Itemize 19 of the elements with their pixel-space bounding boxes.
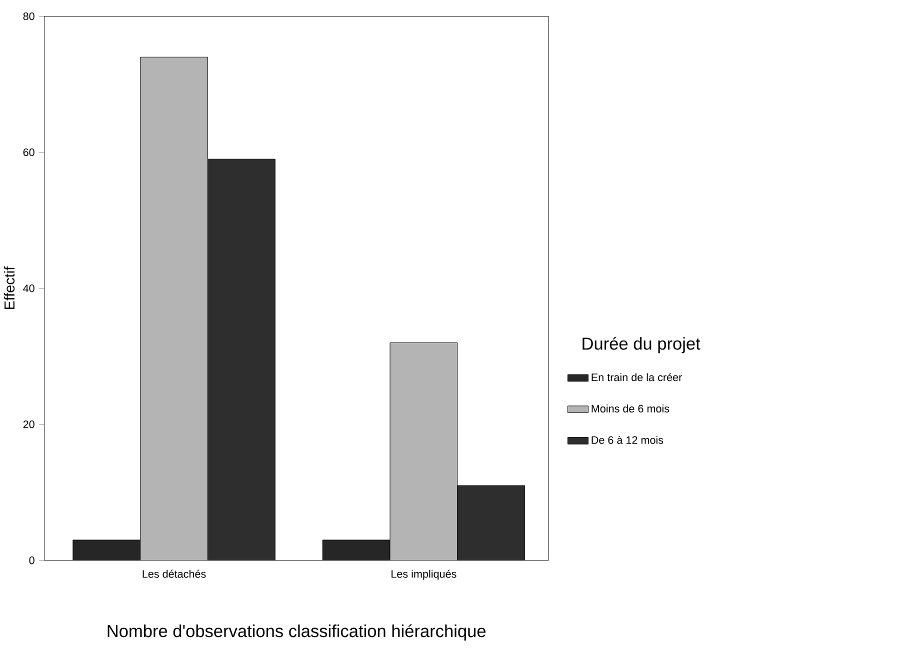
legend-title: Durée du projet xyxy=(582,337,700,354)
legend-label: En train de la créer xyxy=(592,373,682,382)
y-axis-title: Effectif xyxy=(4,266,15,310)
bar xyxy=(208,159,276,561)
x-axis-title: Nombre d'observations classification hiérarchique xyxy=(108,624,486,641)
x-tick-label: Les impliqués xyxy=(392,570,456,580)
bar xyxy=(140,57,208,561)
y-tick-label: 60 xyxy=(23,148,34,156)
bar xyxy=(72,540,141,561)
legend-label: De 6 à 12 mois xyxy=(592,436,664,444)
legend-label: Moins de 6 mois xyxy=(592,404,670,413)
y-tick-label: 40 xyxy=(23,284,34,292)
y-tick-label: 80 xyxy=(23,12,34,20)
bar xyxy=(322,540,390,561)
bar xyxy=(390,342,458,561)
y-tick-label: 0 xyxy=(29,556,34,564)
x-tick-label: Les détachés xyxy=(142,570,206,578)
y-tick-label: 20 xyxy=(23,420,34,428)
bar xyxy=(457,486,526,561)
